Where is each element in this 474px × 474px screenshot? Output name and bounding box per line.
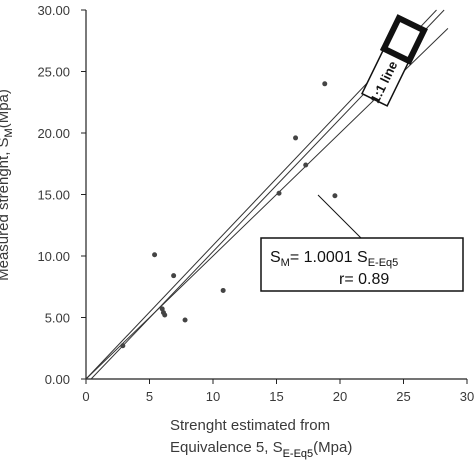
x-tick-label: 0: [82, 389, 89, 404]
y-tick-label: 10.00: [37, 249, 70, 264]
data-point: [276, 190, 282, 196]
eq-body: = 1.0001 S: [290, 249, 368, 266]
x-axis-label-main: Equivalence 5, S: [170, 439, 283, 456]
y-axis-label: Measured strenght, SM(Mpa): [0, 89, 15, 281]
data-point: [152, 252, 158, 258]
y-tick-label: 0.00: [45, 372, 70, 387]
data-point: [220, 287, 226, 293]
y-tick-label: 15.00: [37, 188, 70, 203]
equation-text: SM= 1.0001 SE-Eq5: [270, 249, 398, 269]
x-tick-label: 5: [146, 389, 153, 404]
x-tick-label: 25: [396, 389, 410, 404]
equation-box: [260, 237, 464, 292]
x-axis-label-line1: Strenght estimated from: [170, 417, 330, 434]
data-point: [182, 317, 188, 323]
y-axis-label-main: Measured strenght, S: [0, 137, 12, 280]
eq-lead-sub: M: [281, 257, 290, 269]
stamp-bar: [379, 14, 429, 65]
y-axis-label-unit: (Mpa): [0, 89, 12, 128]
data-point: [120, 343, 126, 349]
x-tick-label: 10: [206, 389, 220, 404]
one-to-one-line-stamp: 1:1 line: [361, 14, 429, 107]
x-axis-label-sub: E-Eq5: [283, 448, 314, 460]
data-point: [303, 162, 309, 168]
x-tick-label: 20: [333, 389, 347, 404]
data-point: [322, 81, 328, 87]
data-point: [332, 193, 338, 199]
equation-r: r= 0.89: [339, 271, 389, 288]
equation-leader-line: [317, 194, 362, 239]
data-point: [171, 273, 177, 279]
eq-body-sub: E-Eq5: [368, 257, 399, 269]
data-points: [120, 81, 338, 349]
chart-ticks: 0 5 10 15 20 25 30 0.00 5.00 10.00 15.00 20.00 25.00…: [37, 3, 474, 404]
x-tick-label: 15: [269, 389, 283, 404]
x-tick-label: 30: [460, 389, 474, 404]
y-tick-label: 5.00: [45, 311, 70, 326]
data-point: [293, 135, 299, 141]
eq-lead: S: [270, 249, 281, 266]
y-tick-label: 20.00: [37, 126, 70, 141]
x-axis-label-line2: Equivalence 5, SE-Eq5(Mpa): [170, 439, 352, 460]
equation-annotation: SM= 1.0001 SE-Eq5 r= 0.89: [260, 194, 464, 292]
x-axis-label-unit: (Mpa): [313, 439, 352, 456]
y-tick-label: 25.00: [37, 65, 70, 80]
y-tick-label: 30.00: [37, 3, 70, 18]
y-axis-label-sub: M: [3, 128, 15, 137]
data-point: [162, 312, 168, 318]
